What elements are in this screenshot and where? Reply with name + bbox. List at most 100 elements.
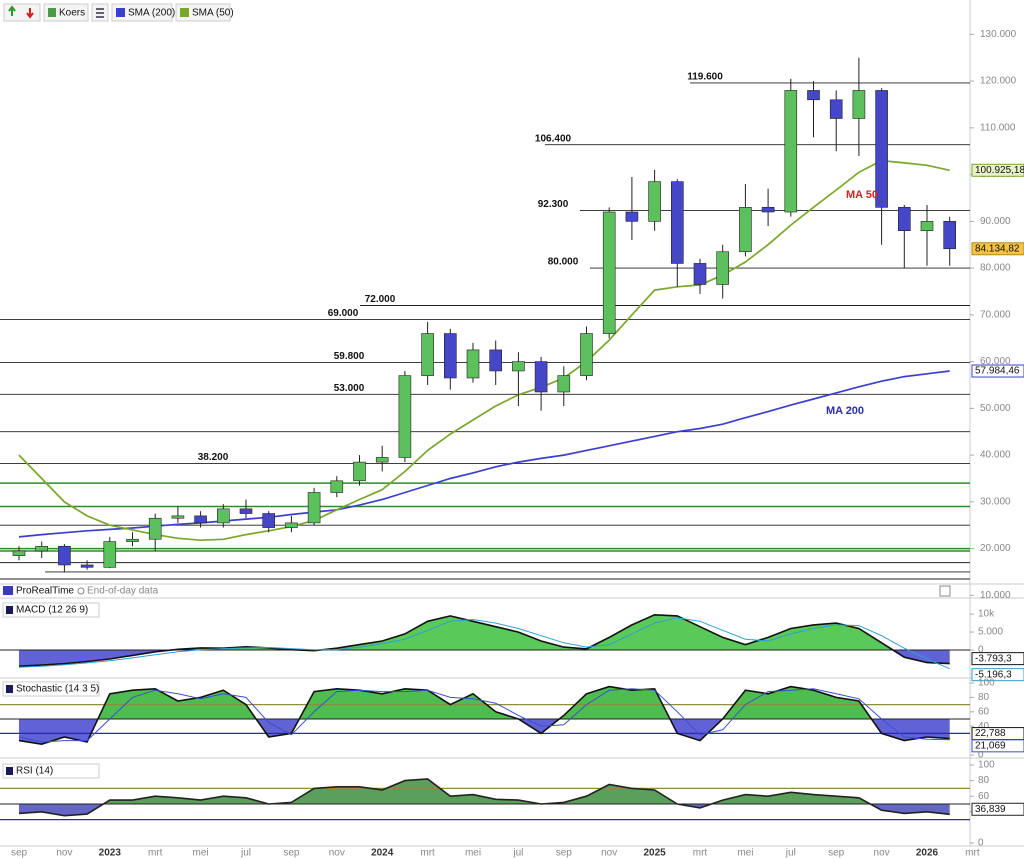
price-panel: 130.000120.000110.000100.00090.00080.000… (0, 29, 1024, 601)
info-bar: ProRealTime End-of-day data (0, 583, 1024, 847)
candle-body (353, 461, 366, 482)
x-tick-label: 2024 (371, 848, 394, 859)
x-tick-label: sep (11, 848, 28, 859)
y-tick-label: 50.000 (980, 403, 1011, 414)
series-annotation: MA 200 (826, 405, 864, 417)
x-tick-label: jul (512, 848, 523, 859)
panel-title-box (2, 681, 100, 697)
indicator-line (18, 617, 950, 670)
price-tag-label: 21,069 (975, 740, 1006, 751)
candle-body (716, 251, 730, 285)
area-above (19, 779, 950, 804)
price-tag (971, 364, 1024, 378)
candle-body (443, 333, 457, 379)
candle-body (534, 361, 548, 393)
y-tick-label: 40.000 (980, 450, 1011, 461)
panel-title: RSI (14) (16, 766, 53, 777)
panel-title-icon (6, 767, 13, 775)
toolbar: Koers SMA (200) SMA (50) (3, 3, 234, 22)
area-below (19, 650, 950, 667)
y-tick-label: 10k (978, 609, 995, 620)
candle-body (761, 207, 775, 213)
legend-swatch (48, 8, 56, 17)
y-tick-label: 0 (978, 750, 984, 761)
series-annotation: MA 50 (846, 189, 878, 201)
y-tick-label: 0 (978, 645, 984, 656)
legend-sma200[interactable] (111, 3, 173, 22)
candle-body (330, 480, 344, 493)
info-button[interactable] (939, 585, 951, 597)
x-tick-label: jul (240, 848, 251, 859)
x-tick-label: mrt (148, 848, 163, 859)
area-above (19, 614, 950, 651)
level-label: 69.000 (328, 308, 359, 319)
price-tag (971, 652, 1024, 666)
candle-body (670, 181, 684, 264)
candle-body (897, 207, 911, 231)
candle-body (58, 545, 71, 566)
candle-body (852, 90, 866, 119)
price-tag (971, 802, 1024, 816)
indicator-line (18, 688, 950, 743)
y-tick-label: 120.000 (980, 76, 1017, 87)
y-tick-label: 80 (978, 775, 990, 786)
candle-body (920, 221, 934, 232)
price-tag (971, 668, 1024, 682)
up-icon (8, 5, 16, 16)
y-tick-label: 40 (978, 721, 990, 732)
candle-body (466, 349, 480, 379)
x-tick-label: 2025 (643, 848, 666, 859)
x-tick-label: 2026 (916, 848, 939, 859)
legend-swatch (180, 8, 189, 17)
candle-body (829, 99, 843, 119)
candle-body (375, 457, 389, 463)
x-tick-label: sep (556, 848, 573, 859)
candle-body (103, 541, 117, 568)
y-tick-label: 110.000 (980, 122, 1016, 133)
candle-body (739, 207, 752, 253)
x-tick-label: sep (283, 848, 300, 859)
x-tick-label: jul (785, 848, 796, 859)
panel-title-icon (6, 685, 13, 693)
indicator-line (18, 613, 950, 667)
panel-title-box (2, 763, 100, 779)
level-label: 72.000 (365, 294, 396, 305)
x-tick-label: nov (601, 848, 617, 859)
candle-body (580, 333, 593, 376)
y-tick-label: 80 (978, 692, 990, 703)
x-tick-label: sep (828, 848, 845, 859)
candle-body (262, 513, 276, 528)
x-tick-label: mrt (420, 848, 435, 859)
price-tag-label: -5.196,3 (975, 669, 1012, 680)
y-tick-label: 30.000 (980, 496, 1011, 507)
price-tag (971, 739, 1024, 753)
level-label: 80.000 (548, 257, 579, 268)
price-tag-label: 100.925,18 (975, 165, 1024, 176)
candle-body (148, 517, 162, 540)
indicator-line (18, 778, 950, 817)
legend-sma50[interactable] (175, 3, 231, 22)
level-label: 92.300 (538, 199, 569, 210)
y-tick-label: 10.000 (980, 590, 1011, 601)
arrow-buttons[interactable] (3, 3, 41, 22)
y-tick-label: 60 (978, 791, 990, 802)
candle-body (80, 564, 94, 568)
candle-body (648, 181, 661, 222)
candle-body (239, 508, 253, 514)
candle-body (307, 492, 321, 524)
y-tick-label: 5.000 (978, 627, 1003, 638)
sma-line (18, 159, 950, 542)
brand: ProRealTime (16, 586, 74, 597)
y-tick-label: 0 (978, 838, 984, 849)
y-tick-label: 100 (978, 678, 995, 689)
candle-body (194, 515, 207, 524)
candle-body (171, 515, 185, 519)
legend-label: SMA (200) (128, 8, 175, 19)
y-tick-label: 130.000 (980, 29, 1017, 40)
level-label: 38.200 (198, 452, 229, 463)
panel-title-icon (6, 606, 13, 614)
indicator-line (18, 685, 950, 746)
candle-body (126, 538, 139, 542)
x-tick-label: mei (193, 848, 209, 859)
